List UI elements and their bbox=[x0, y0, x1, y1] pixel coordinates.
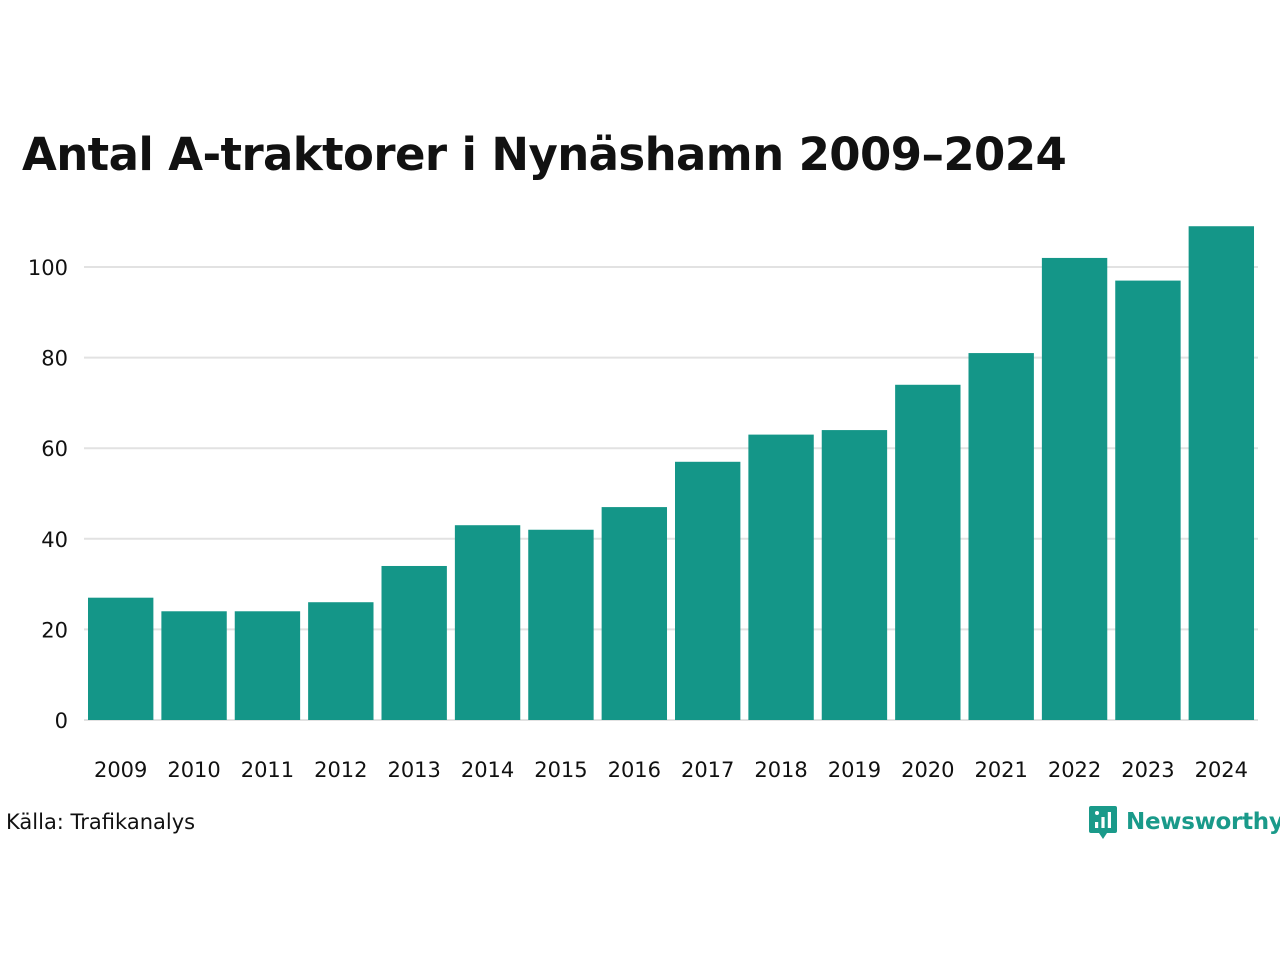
bar-chart: 0 20 40 60 80 100 2009 2010 2011 2012 2013 2014 201… bbox=[28, 226, 1258, 782]
x-tick-label: 2013 bbox=[387, 758, 440, 782]
x-tick-label: 2015 bbox=[534, 758, 587, 782]
x-tick-label: 2016 bbox=[608, 758, 661, 782]
source-label: Källa: Trafikanalys bbox=[6, 810, 196, 834]
x-tick-label: 2020 bbox=[901, 758, 954, 782]
bar-2014 bbox=[454, 525, 521, 720]
x-tick-label: 2012 bbox=[314, 758, 367, 782]
bar-2023 bbox=[1115, 280, 1181, 720]
y-tick-label: 40 bbox=[41, 528, 68, 552]
y-axis-tick-labels: 0 20 40 60 80 100 bbox=[28, 256, 68, 733]
chart-title: Antal A-traktorer i Nynäshamn 2009–2024 bbox=[22, 128, 1067, 181]
y-tick-label: 80 bbox=[41, 347, 68, 371]
y-tick-label: 100 bbox=[28, 256, 68, 280]
newsworthy-logo-icon bbox=[1089, 806, 1117, 839]
bar-2013 bbox=[381, 565, 447, 720]
x-tick-label: 2011 bbox=[241, 758, 294, 782]
bar-2017 bbox=[675, 461, 741, 720]
bar-2020 bbox=[895, 384, 961, 720]
x-tick-label: 2019 bbox=[828, 758, 881, 782]
x-tick-label: 2023 bbox=[1121, 758, 1174, 782]
x-tick-label: 2010 bbox=[167, 758, 220, 782]
x-tick-label: 2024 bbox=[1195, 758, 1248, 782]
bar-2019 bbox=[821, 430, 888, 720]
x-tick-label: 2014 bbox=[461, 758, 514, 782]
brand-name: Newsworthy bbox=[1126, 809, 1280, 835]
x-tick-label: 2018 bbox=[754, 758, 807, 782]
x-axis-tick-labels: 2009 2010 2011 2012 2013 2014 2015 2016 2017 2018… bbox=[94, 758, 1248, 782]
bars bbox=[88, 226, 1255, 721]
x-tick-label: 2009 bbox=[94, 758, 147, 782]
bar-2012 bbox=[308, 602, 374, 720]
bar-2018 bbox=[748, 434, 814, 720]
bar-2024 bbox=[1188, 226, 1255, 721]
bar-2022 bbox=[1041, 257, 1108, 720]
bar-2015 bbox=[528, 529, 594, 720]
brand-logo: Newsworthy bbox=[1088, 803, 1280, 841]
bar-2009 bbox=[88, 597, 154, 720]
y-tick-label: 60 bbox=[41, 437, 68, 461]
y-tick-label: 20 bbox=[41, 618, 68, 642]
bar-2010 bbox=[161, 611, 227, 720]
bar-2021 bbox=[968, 353, 1034, 720]
x-tick-label: 2022 bbox=[1048, 758, 1101, 782]
bar-2011 bbox=[234, 611, 301, 720]
bar-2016 bbox=[601, 507, 668, 720]
x-tick-label: 2017 bbox=[681, 758, 734, 782]
y-tick-label: 0 bbox=[55, 709, 68, 733]
x-tick-label: 2021 bbox=[974, 758, 1027, 782]
